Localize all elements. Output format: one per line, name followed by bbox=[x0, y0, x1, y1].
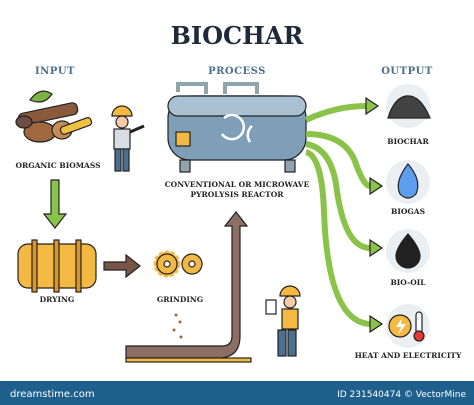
worker bbox=[265, 285, 301, 357]
drying-tank bbox=[17, 239, 97, 293]
arrow bbox=[103, 253, 141, 279]
worker bbox=[111, 105, 145, 172]
thermometer-bulb bbox=[413, 330, 425, 342]
footer-brand: dreamstime.com bbox=[10, 389, 95, 400]
bolt bbox=[396, 318, 406, 335]
particles bbox=[172, 313, 183, 339]
reactor-label: PYROLYSIS REACTOR bbox=[191, 190, 285, 199]
output-label: BIO-OIL bbox=[390, 278, 426, 287]
grinding-gears bbox=[153, 250, 203, 278]
output-arrows bbox=[304, 103, 371, 327]
footer-bar bbox=[0, 381, 474, 405]
belt bbox=[125, 357, 252, 363]
arrowheads bbox=[365, 96, 384, 334]
biooil-icon bbox=[395, 233, 421, 269]
reactor-label: CONVENTIONAL OR MICROWAVE bbox=[165, 180, 310, 189]
output-label: BIOGAS bbox=[391, 207, 425, 216]
section-label: PROCESS bbox=[208, 66, 266, 77]
section-label: OUTPUT bbox=[381, 66, 433, 77]
biogas-icon bbox=[397, 163, 419, 199]
step-label: GRINDING bbox=[157, 295, 203, 304]
output-label: HEAT AND ELECTRICITY bbox=[355, 351, 462, 360]
step-label: DRYING bbox=[40, 295, 75, 304]
biomass-icon bbox=[15, 90, 93, 143]
biochar-icon bbox=[387, 95, 431, 119]
reactor bbox=[167, 82, 307, 173]
footer-credit: ID 231540474 © VectorMine bbox=[337, 390, 466, 400]
title: BIOCHAR bbox=[171, 21, 305, 50]
output-label: BIOCHAR bbox=[387, 137, 429, 146]
step-label: ORGANIC BIOMASS bbox=[15, 161, 100, 170]
conveyor bbox=[125, 211, 249, 359]
section-label: INPUT bbox=[35, 66, 75, 77]
arrow bbox=[42, 179, 68, 229]
